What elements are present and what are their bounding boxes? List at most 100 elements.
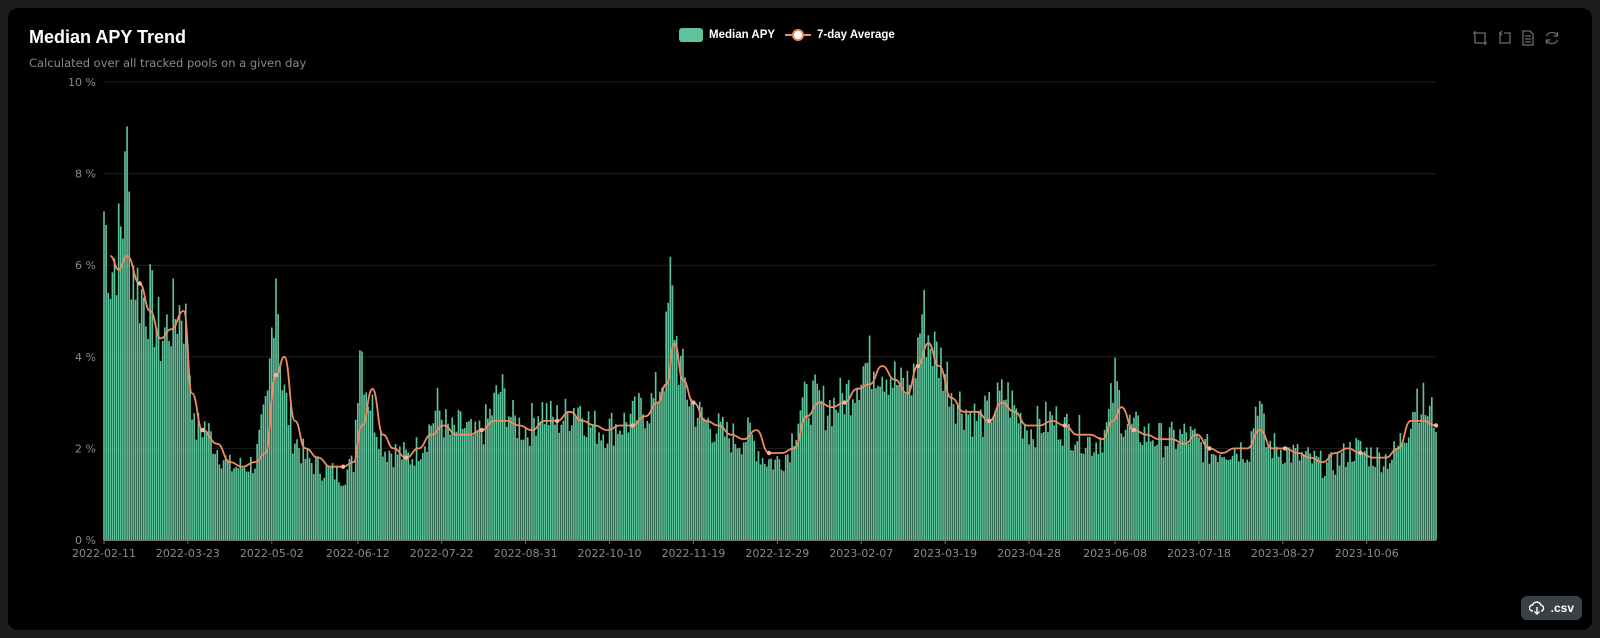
legend-item-7day-average[interactable]: 7-day Average <box>785 28 895 42</box>
median-apy-bar <box>772 469 774 540</box>
median-apy-bar <box>1061 445 1064 540</box>
x-tick-label: 2023-02-07 <box>829 547 893 560</box>
median-apy-bar <box>1282 463 1284 540</box>
legend-label-7day-average: 7-day Average <box>817 29 895 41</box>
median-apy-bar <box>1246 459 1249 540</box>
median-apy-bar <box>807 417 810 540</box>
legend-item-median-apy[interactable]: Median APY <box>679 28 775 42</box>
median-apy-bar <box>820 400 823 540</box>
median-apy-bar <box>833 397 835 540</box>
median-apy-bar <box>191 419 193 540</box>
median-apy-bar <box>466 422 468 540</box>
x-tick-label: 2023-07-18 <box>1167 547 1231 560</box>
median-apy-bar <box>608 418 611 540</box>
median-apy-bar <box>455 431 458 540</box>
median-apy-bar <box>409 464 412 540</box>
median-apy-bar <box>1066 413 1068 540</box>
median-apy-bar <box>482 444 485 540</box>
seven-day-average-point <box>1207 446 1212 451</box>
median-apy-bar <box>1206 434 1209 540</box>
median-apy-bar <box>369 410 372 540</box>
median-apy-bar <box>973 403 976 540</box>
median-apy-bar <box>1036 405 1039 540</box>
median-apy-bar <box>457 409 460 540</box>
median-apy-bar <box>294 443 296 540</box>
median-apy-bar <box>361 351 363 540</box>
median-apy-bar <box>122 238 124 540</box>
median-apy-bar <box>203 421 206 540</box>
csv-download-button[interactable]: .csv <box>1520 596 1582 620</box>
median-apy-bar <box>1426 416 1429 540</box>
median-apy-bar <box>961 413 963 540</box>
median-apy-bar <box>178 305 181 540</box>
median-apy-bar <box>180 320 183 540</box>
median-apy-bar <box>952 404 955 540</box>
median-apy-bar <box>285 392 288 540</box>
median-apy-bar <box>1380 472 1383 540</box>
median-apy-bar <box>1368 466 1370 540</box>
median-apy-bar <box>1105 421 1108 540</box>
median-apy-bar <box>260 414 263 540</box>
median-apy-bar <box>738 447 741 540</box>
median-apy-bar <box>1338 465 1341 540</box>
median-apy-bar <box>1189 426 1192 540</box>
median-apy-bar <box>222 460 225 540</box>
median-apy-bar <box>1319 450 1322 540</box>
restore-icon[interactable] <box>1544 30 1560 46</box>
median-apy-bar <box>1414 411 1416 540</box>
median-apy-bar <box>703 418 705 540</box>
median-apy-bar <box>1089 436 1091 540</box>
median-apy-bar <box>1200 442 1202 540</box>
x-tick-label: 2023-03-19 <box>913 547 977 560</box>
zoom-icon[interactable] <box>1472 30 1488 46</box>
median-apy-bar <box>312 473 315 540</box>
median-apy-bar <box>826 415 829 540</box>
median-apy-bar <box>1288 447 1290 540</box>
y-axis: 0 % 2 % 4 % 6 % 8 % 10 % <box>68 76 96 547</box>
median-apy-bar <box>965 409 967 540</box>
median-apy-bar <box>1313 450 1316 540</box>
median-apy-bar <box>357 402 359 540</box>
median-apy-bar <box>1252 428 1255 540</box>
median-apy-bar <box>709 428 712 540</box>
median-apy-bar <box>247 471 250 540</box>
median-apy-bar <box>766 466 768 540</box>
data-view-icon[interactable] <box>1520 30 1536 46</box>
zoom-reset-icon[interactable] <box>1496 30 1512 46</box>
median-apy-bar <box>1250 431 1253 540</box>
median-apy-bar <box>1382 466 1385 540</box>
seven-day-average-point <box>1358 450 1363 456</box>
median-apy-bar <box>1152 440 1154 540</box>
median-apy-bar <box>986 400 988 540</box>
median-apy-bar <box>1082 454 1085 540</box>
median-apy-bar <box>705 419 707 540</box>
median-apy-bar <box>910 395 913 540</box>
median-apy-bar <box>512 399 514 540</box>
median-apy-bar <box>992 416 995 540</box>
median-apy-bar <box>942 390 944 540</box>
median-apy-bar <box>115 295 118 540</box>
median-apy-bar <box>1363 451 1366 540</box>
median-apy-bar <box>1078 414 1081 540</box>
median-apy-bar <box>218 464 221 540</box>
median-apy-bar <box>1011 390 1014 540</box>
median-apy-bar <box>155 328 158 540</box>
median-apy-bar <box>852 399 854 540</box>
median-apy-bar <box>113 258 116 540</box>
median-apy-bar <box>396 454 399 540</box>
median-apy-bar <box>1214 455 1217 540</box>
median-apy-bar <box>289 405 292 540</box>
median-apy-bar <box>1024 425 1026 540</box>
x-axis: 2022-02-11 2022-03-23 2022-05-02 2022-06-12… <box>72 540 1436 560</box>
median-apy-bar <box>778 459 781 540</box>
seven-day-average-point <box>1282 446 1288 451</box>
median-apy-bar <box>1103 429 1106 540</box>
median-apy-bar <box>988 391 991 540</box>
median-apy-bar <box>959 391 961 540</box>
median-apy-bar <box>619 430 621 540</box>
seven-day-average-point <box>630 423 635 428</box>
median-apy-bar <box>1099 437 1102 540</box>
median-apy-bar <box>174 319 177 540</box>
median-apy-bar <box>1294 447 1297 540</box>
median-apy-bar <box>625 422 628 540</box>
